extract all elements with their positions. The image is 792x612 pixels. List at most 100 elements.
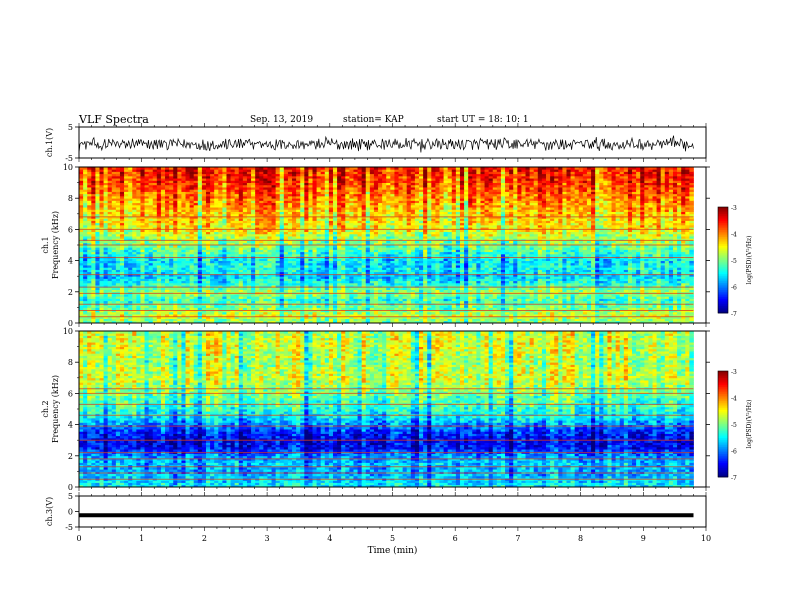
spectrogram-cell [271,307,277,311]
spectrogram-cell [267,273,272,277]
spectrogram-cell [369,253,375,257]
spectrogram-cell [267,287,272,290]
spectrogram-cell [165,287,170,290]
spectrogram-cell [226,258,231,261]
spectrogram-cell [652,316,657,319]
spectrogram-cell [156,269,162,273]
spectrogram-cell [337,280,342,284]
spectrogram-cell [550,265,555,268]
spectrogram-cell [652,311,657,315]
spectrogram-cell [267,305,272,308]
spectrogram-cell [451,253,457,257]
spectrogram-cell [99,314,104,317]
spectrogram-cell [271,282,277,286]
spectrogram-cell [627,289,633,293]
spectrogram-cell [332,251,338,255]
spectrogram-cell [427,269,432,273]
spectrogram-cell [558,311,563,315]
spectrogram-cell [242,271,248,275]
spectrogram-cell [255,300,260,304]
spectrogram-cell [144,265,150,268]
spectrogram-cell [95,318,100,322]
spectrogram-cell [681,258,686,261]
spectrogram-cell [181,258,186,261]
spectrogram-cell [566,269,571,273]
spectrogram-cell [251,289,256,293]
spectrogram-cell [226,305,231,308]
spectrogram-cell [95,258,100,261]
spectrogram-cell [345,267,350,270]
spectrogram-cell [173,320,178,324]
spectrogram-cell [119,273,125,277]
spectrogram-cell [328,276,334,279]
spectrogram-cell [648,260,653,264]
spectrogram-cell [619,276,625,279]
spectrogram-cell [160,278,166,282]
spectrogram-cell [447,269,453,273]
spectrogram-cell [95,287,100,290]
spectrogram-cell [627,273,633,277]
spectrogram-cell [545,316,551,319]
spectrogram-cell [357,316,363,319]
spectrogram-cell [263,265,268,268]
spectrogram-cell [283,251,289,255]
spectrogram-cell [419,289,424,293]
spectrogram-cell [513,305,518,308]
spectrogram-cell [586,260,592,264]
spectrogram-cell [275,258,281,261]
spectrogram-cell [427,253,432,257]
spectrogram-cell [595,311,600,315]
spectrogram-cell [464,285,469,288]
spectrogram-cell [586,271,592,275]
spectrogram-cell [423,282,428,286]
spectrogram-cell [652,300,657,304]
spectrogram-cell [578,258,584,261]
spectrogram-cell [365,285,371,288]
spectrogram-cell [484,316,490,319]
spectrogram-cell [222,260,227,264]
spectrogram-cell [390,298,395,302]
spectrogram-cell [386,265,391,268]
spectrogram-cell [603,307,608,311]
spectrogram-cell [611,258,617,261]
spectrogram-cell [181,280,186,284]
spectrogram-cell [328,318,334,322]
spectrogram-cell [386,260,391,264]
spectrogram-cell [230,271,236,275]
spectrogram-cell [320,311,326,315]
spectrogram-cell [640,296,645,299]
spectrogram-cell [394,267,399,270]
spectrogram-cell [337,262,342,266]
spectrogram-cell [382,278,387,282]
spectrogram-cell [492,285,498,288]
spectrogram-cell [660,320,666,324]
spectrogram-cell [640,285,645,288]
spectrogram-cell [173,316,178,319]
spectrogram-cell [484,311,490,315]
spectrogram-cell [189,320,195,324]
spectrogram-cell [115,260,121,264]
spectrogram-cell [586,273,592,277]
spectrogram-cell [283,305,289,308]
spectrogram-cell [582,269,588,273]
spectrogram-cell [218,269,223,273]
spectrogram-cell [107,296,113,299]
spectrogram-cell [525,273,531,277]
spectrogram-cell [111,280,117,284]
spectrogram-cell [402,282,408,286]
spectrogram-cell [115,251,121,255]
spectrogram-cell [652,294,657,297]
spectrogram-cell [173,298,178,302]
spectrogram-cell [238,287,244,290]
spectrogram-cell [332,276,338,279]
spectrogram-cell [550,298,555,302]
spectrogram-cell [578,294,584,297]
spectrogram-cell [640,314,645,317]
spectrogram-cell [435,269,440,273]
spectrogram-cell [410,282,416,286]
spectrogram-cell [677,273,682,277]
spectrogram-cell [591,307,596,311]
spectrogram-cell [91,289,96,293]
spectrogram-cell [541,296,547,299]
spectrogram-cell [402,307,408,311]
